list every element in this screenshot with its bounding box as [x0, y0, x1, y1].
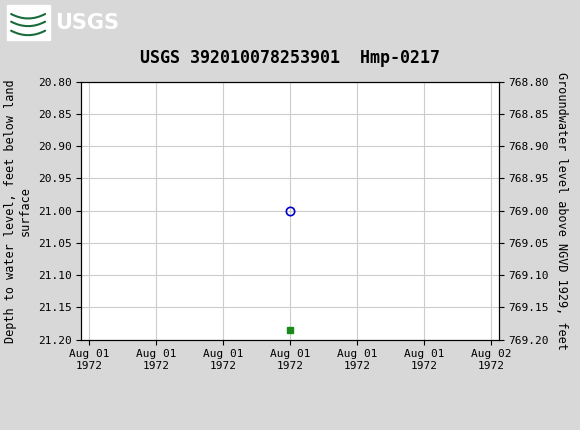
Text: USGS 392010078253901  Hmp-0217: USGS 392010078253901 Hmp-0217	[140, 49, 440, 67]
Y-axis label: Groundwater level above NGVD 1929, feet: Groundwater level above NGVD 1929, feet	[556, 72, 568, 350]
FancyBboxPatch shape	[7, 6, 50, 40]
Text: USGS: USGS	[55, 12, 119, 33]
Y-axis label: Depth to water level, feet below land
surface: Depth to water level, feet below land su…	[4, 79, 32, 343]
